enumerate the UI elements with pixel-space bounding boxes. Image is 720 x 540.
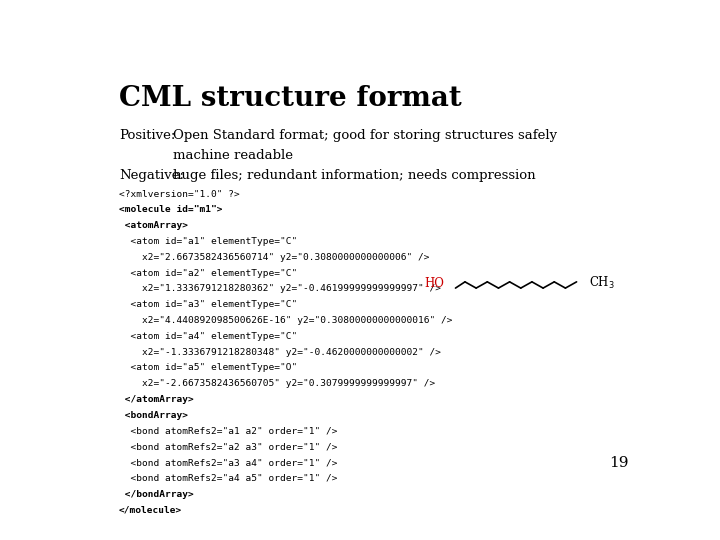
Text: 19: 19 [609, 456, 629, 470]
Text: Negative:: Negative: [119, 169, 184, 182]
Text: CML structure format: CML structure format [119, 85, 462, 112]
Text: <atom id="a4" elementType="C": <atom id="a4" elementType="C" [119, 332, 297, 341]
Text: <molecule id="m1">: <molecule id="m1"> [119, 205, 222, 214]
Text: </atomArray>: </atomArray> [119, 395, 194, 404]
Text: CH$_3$: CH$_3$ [590, 275, 616, 291]
Text: <?xmlversion="1.0" ?>: <?xmlversion="1.0" ?> [119, 190, 240, 199]
Text: x2="4.440892098500626E-16" y2="0.30800000000000016" />: x2="4.440892098500626E-16" y2="0.3080000… [119, 316, 452, 325]
Text: <bond atomRefs2="a1 a2" order="1" />: <bond atomRefs2="a1 a2" order="1" /> [119, 427, 338, 436]
Text: x2="1.3336791218280362" y2="-0.46199999999999997" />: x2="1.3336791218280362" y2="-0.461999999… [119, 285, 441, 293]
Text: x2="-2.6673582436560705" y2="0.3079999999999997" />: x2="-2.6673582436560705" y2="0.307999999… [119, 379, 436, 388]
Text: HO: HO [425, 276, 444, 289]
Text: <bond atomRefs2="a2 a3" order="1" />: <bond atomRefs2="a2 a3" order="1" /> [119, 442, 338, 451]
Text: <atom id="a2" elementType="C": <atom id="a2" elementType="C" [119, 268, 297, 278]
Text: x2="-1.3336791218280348" y2="-0.4620000000000002" />: x2="-1.3336791218280348" y2="-0.46200000… [119, 348, 441, 356]
Text: <atomArray>: <atomArray> [119, 221, 188, 230]
Text: </molecule>: </molecule> [119, 505, 182, 515]
Text: </bondArray>: </bondArray> [119, 490, 194, 499]
Text: <atom id="a1" elementType="C": <atom id="a1" elementType="C" [119, 237, 297, 246]
Text: machine readable: machine readable [173, 149, 292, 162]
Text: Positive:: Positive: [119, 129, 176, 142]
Text: huge files; redundant information; needs compression: huge files; redundant information; needs… [173, 169, 535, 182]
Text: Open Standard format; good for storing structures safely: Open Standard format; good for storing s… [173, 129, 557, 142]
Text: x2="2.6673582436560714" y2="0.3080000000000006" />: x2="2.6673582436560714" y2="0.3080000000… [119, 253, 430, 262]
Text: <bondArray>: <bondArray> [119, 411, 188, 420]
Text: <bond atomRefs2="a3 a4" order="1" />: <bond atomRefs2="a3 a4" order="1" /> [119, 458, 338, 467]
Text: <bond atomRefs2="a4 a5" order="1" />: <bond atomRefs2="a4 a5" order="1" /> [119, 474, 338, 483]
Text: <atom id="a3" elementType="C": <atom id="a3" elementType="C" [119, 300, 297, 309]
Text: <atom id="a5" elementType="O": <atom id="a5" elementType="O" [119, 363, 297, 373]
